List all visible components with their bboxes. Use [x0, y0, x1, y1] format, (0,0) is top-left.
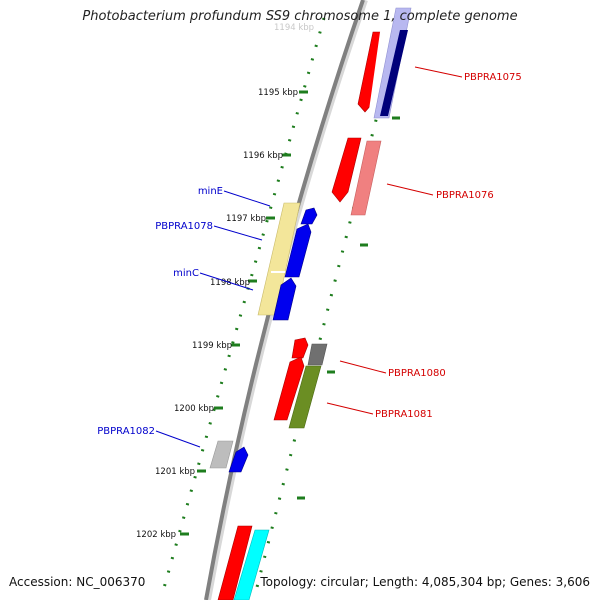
- gene-minc[interactable]: [272, 277, 297, 321]
- tick-label-1200: 1200 kbp: [174, 404, 214, 414]
- gene-pbpra1082-blue[interactable]: [228, 446, 249, 473]
- label-pbpra1081[interactable]: PBPRA1081: [375, 409, 433, 420]
- callout-line-pbpra1081: [326, 402, 374, 415]
- callout-line-minc: [199, 272, 254, 291]
- gene-pbpra1076-red[interactable]: [331, 137, 362, 203]
- gene-pbpra1080-red[interactable]: [291, 337, 309, 359]
- inner-tick-track: [160, 17, 326, 596]
- label-pbpra1078[interactable]: PBPRA1078: [155, 221, 213, 232]
- tick-label-1197: 1197 kbp: [226, 214, 266, 224]
- label-pbpra1080[interactable]: PBPRA1080: [388, 368, 446, 379]
- gene-pbpra1078[interactable]: [284, 223, 312, 278]
- label-mine[interactable]: minE: [198, 186, 223, 197]
- major-ticks: [180, 90, 400, 536]
- gene-pbpra1080-gray[interactable]: [307, 343, 328, 366]
- gene-bottom-red[interactable]: [217, 525, 253, 600]
- label-minc[interactable]: minC: [173, 268, 199, 279]
- tick-label-1199: 1199 kbp: [192, 341, 232, 351]
- map-title: Photobacterium profundum SS9 chromosome …: [82, 9, 518, 24]
- gene-pbpra1081-red[interactable]: [273, 356, 305, 421]
- gene-bottom-cyan[interactable]: [233, 529, 270, 600]
- callout-line-mine: [223, 190, 271, 207]
- callout-line-pbpra1078: [213, 225, 263, 241]
- gene-mine[interactable]: [300, 207, 318, 225]
- outer-tick-track: [253, 17, 404, 596]
- tick-label-1194: 1194 kbp: [274, 23, 314, 33]
- gene-pbpra1081-olive[interactable]: [288, 365, 322, 429]
- gene-highlight-white: [369, 18, 391, 110]
- gene-navy[interactable]: [380, 30, 408, 116]
- callout-line-pbpra1076: [386, 183, 434, 196]
- label-pbpra1076[interactable]: PBPRA1076: [436, 190, 494, 201]
- gene-pbpra1082-gray[interactable]: [209, 440, 234, 469]
- tick-label-1195: 1195 kbp: [258, 88, 298, 98]
- tick-label-1201: 1201 kbp: [155, 467, 195, 477]
- genome-summary-text: Topology: circular; Length: 4,085,304 bp…: [260, 575, 590, 589]
- callout-line-pbpra1080: [339, 360, 387, 374]
- tick-label-1202: 1202 kbp: [136, 530, 176, 540]
- accession-text: Accession: NC_006370: [9, 575, 146, 589]
- label-pbpra1082[interactable]: PBPRA1082: [97, 426, 155, 437]
- callout-line-pbpra1082: [155, 430, 201, 448]
- gene-pbpra1076-salmon[interactable]: [350, 140, 382, 216]
- tick-label-1196: 1196 kbp: [243, 151, 283, 161]
- callout-line-pbpra1075: [414, 66, 463, 78]
- label-pbpra1075[interactable]: PBPRA1075: [464, 72, 522, 83]
